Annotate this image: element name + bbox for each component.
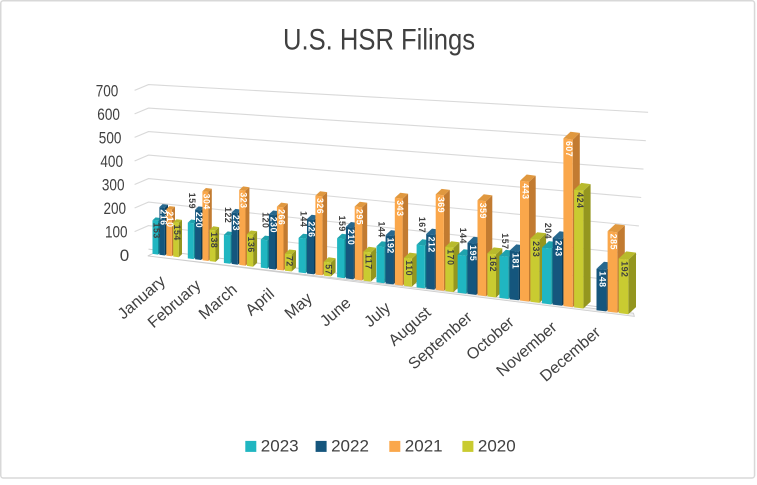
svg-text:57: 57 [324,264,334,275]
svg-text:233: 233 [531,241,541,257]
svg-text:100: 100 [105,223,128,242]
svg-text:72: 72 [285,256,295,267]
svg-text:600: 600 [97,105,120,124]
svg-text:343: 343 [395,200,405,216]
svg-text:400: 400 [100,152,123,171]
svg-text:230: 230 [268,217,278,233]
svg-text:226: 226 [307,221,317,237]
svg-text:117: 117 [363,254,373,270]
svg-text:700: 700 [96,81,119,100]
svg-text:144: 144 [377,222,387,238]
svg-text:212: 212 [427,237,437,253]
svg-text:136: 136 [246,237,256,253]
svg-text:159: 159 [187,193,197,209]
svg-text:2022: 2022 [331,437,369,456]
svg-text:200: 200 [104,199,127,218]
svg-text:148: 148 [598,271,608,287]
svg-text:500: 500 [99,128,122,147]
svg-text:U.S. HSR Filings: U.S. HSR Filings [283,24,475,57]
svg-text:154: 154 [172,225,182,241]
svg-text:443: 443 [521,183,531,199]
svg-text:210: 210 [165,211,175,227]
svg-text:2021: 2021 [405,437,443,456]
svg-text:2023: 2023 [261,437,299,456]
svg-text:2020: 2020 [478,437,516,456]
svg-text:170: 170 [446,249,456,265]
svg-text:323: 323 [239,192,249,208]
svg-text:195: 195 [468,245,478,261]
svg-text:157: 157 [500,233,510,249]
svg-text:204: 204 [543,223,553,239]
svg-text:120: 120 [260,212,270,228]
svg-text:216: 216 [158,209,168,225]
svg-text:285: 285 [609,234,619,250]
svg-text:159: 159 [337,216,347,232]
svg-text:122: 122 [223,207,233,223]
svg-text:110: 110 [404,260,414,276]
svg-text:181: 181 [510,253,520,269]
svg-text:424: 424 [575,192,585,208]
svg-text:220: 220 [194,212,204,228]
svg-text:326: 326 [315,198,325,214]
svg-text:266: 266 [276,209,286,225]
svg-text:369: 369 [436,197,446,213]
svg-text:162: 162 [488,256,498,272]
svg-text:223: 223 [231,215,241,231]
svg-text:359: 359 [478,203,488,219]
svg-text:243: 243 [554,241,564,257]
svg-text:295: 295 [355,209,365,225]
svg-text:144: 144 [298,211,308,227]
svg-text:153: 153 [151,223,161,239]
svg-text:144: 144 [458,228,468,244]
svg-text:138: 138 [209,232,219,248]
svg-text:0: 0 [120,246,129,265]
svg-text:304: 304 [202,194,212,210]
svg-text:192: 192 [386,238,396,254]
svg-text:210: 210 [346,229,356,245]
svg-text:607: 607 [564,141,574,157]
svg-text:167: 167 [417,217,427,233]
svg-text:192: 192 [620,261,630,277]
svg-text:300: 300 [102,176,125,195]
